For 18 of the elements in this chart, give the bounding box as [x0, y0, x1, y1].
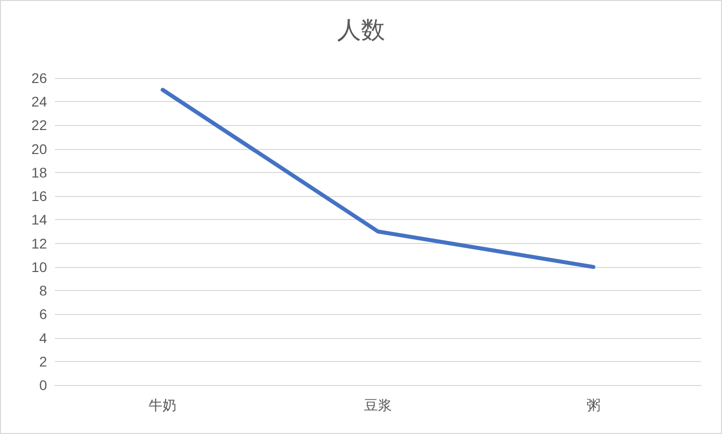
y-tick-label: 4 — [39, 330, 48, 346]
y-tick-label: 14 — [31, 212, 48, 228]
y-tick-label: 10 — [31, 258, 48, 275]
y-tick-label: 26 — [31, 70, 48, 86]
y-tick-label: 8 — [39, 282, 48, 299]
y-tick-label: 24 — [31, 94, 48, 110]
y-tick-label: 22 — [31, 117, 48, 134]
y-tick-label: 2 — [39, 353, 48, 370]
y-tick-label: 20 — [31, 140, 48, 157]
y-tick-label: 18 — [31, 164, 48, 180]
y-tick-label: 6 — [39, 306, 48, 322]
x-tick-label: 牛奶 — [148, 398, 177, 414]
chart-title: 人数 — [337, 16, 385, 44]
x-tick-label: 豆浆 — [364, 398, 392, 414]
x-tick-label: 粥 — [586, 398, 600, 414]
y-tick-label: 16 — [31, 188, 48, 204]
y-tick-label: 12 — [31, 235, 48, 252]
y-tick-label: 0 — [39, 377, 48, 393]
